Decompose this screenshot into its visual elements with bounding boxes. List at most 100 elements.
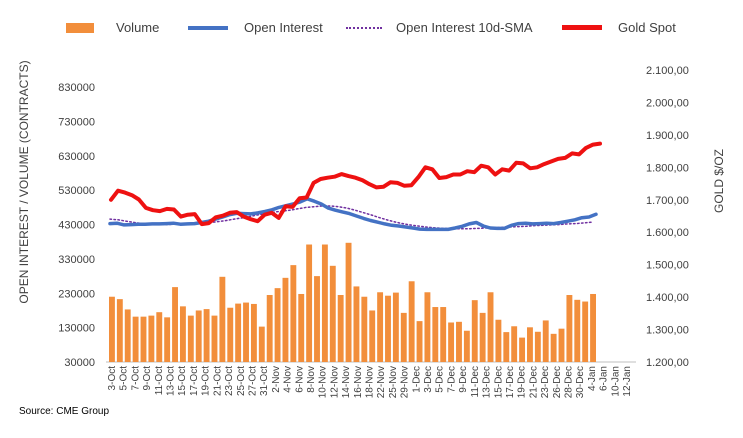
volume-bar xyxy=(337,295,344,362)
volume-bar xyxy=(558,328,565,362)
volume-bar xyxy=(369,310,376,362)
x-tick-label: 31-Oct xyxy=(259,366,270,396)
volume-bar xyxy=(148,315,155,362)
x-tick-label: 12-Jan xyxy=(622,366,633,397)
x-tick-label: 25-Nov xyxy=(388,366,399,398)
volume-bar xyxy=(463,330,470,362)
volume-bar xyxy=(156,312,163,362)
volume-bar xyxy=(590,293,596,362)
x-tick-label: 21-Dec xyxy=(528,366,539,398)
x-tick-label: 6-Jan xyxy=(599,366,610,391)
volume-bar xyxy=(487,292,494,362)
volume-bar xyxy=(266,295,273,362)
volume-bar xyxy=(140,316,147,362)
volume-bar xyxy=(511,326,518,362)
x-tick-label: 1-Dec xyxy=(411,366,422,393)
right-tick-label: 1.900,00 xyxy=(646,130,689,142)
x-tick-label: 16-Nov xyxy=(353,366,364,398)
volume-bar xyxy=(274,288,281,362)
x-tick-label: 13-Oct xyxy=(166,366,177,396)
volume-bar xyxy=(471,300,478,362)
volume-bar xyxy=(314,276,320,362)
right-tick-label: 1.500,00 xyxy=(646,260,689,272)
volume-bar xyxy=(109,296,115,362)
x-tick-label: 3-Dec xyxy=(423,366,434,393)
x-tick-label: 17-Dec xyxy=(505,366,516,398)
x-tick-label: 10-Nov xyxy=(318,366,329,398)
volume-bar xyxy=(195,310,202,362)
legend-swatch-open-interest-sma xyxy=(346,26,382,29)
x-tick-label: 7-Oct xyxy=(130,366,141,391)
legend-swatch-open-interest xyxy=(188,25,228,30)
legend-label-open-interest-sma: Open Interest 10d-SMA xyxy=(396,20,533,35)
x-tick-label: 6-Nov xyxy=(294,366,305,393)
x-tick-label: 19-Dec xyxy=(517,366,528,398)
volume-bar xyxy=(392,292,399,362)
x-tick-label: 27-Oct xyxy=(247,366,258,396)
volume-bar xyxy=(172,287,178,362)
volume-bar xyxy=(250,303,257,362)
left-tick-label: 530000 xyxy=(58,185,95,197)
legend-item-open-interest: Open Interest xyxy=(188,20,323,35)
x-tick-label: 22-Nov xyxy=(376,366,387,398)
volume-bar xyxy=(582,301,589,362)
x-tick-label: 10-Jan xyxy=(610,366,621,397)
volume-bar xyxy=(219,276,226,362)
x-tick-label: 18-Nov xyxy=(365,366,376,398)
left-tick-label: 230000 xyxy=(58,288,95,300)
right-tick-label: 1.600,00 xyxy=(646,227,689,239)
volume-bar xyxy=(479,312,486,362)
right-tick-label: 1.700,00 xyxy=(646,195,689,207)
volume-bar xyxy=(321,244,328,362)
x-tick-label: 12-Nov xyxy=(329,366,340,398)
volume-bar xyxy=(495,319,502,362)
x-tick-label: 28-Dec xyxy=(563,366,574,398)
volume-bar xyxy=(282,277,289,362)
volume-bar xyxy=(361,296,368,362)
volume-bar xyxy=(187,315,194,362)
legend-item-volume: Volume xyxy=(66,20,159,35)
left-tick-label: 430000 xyxy=(58,220,95,232)
x-tick-label: 15-Oct xyxy=(177,366,188,396)
x-tick-label: 29-Nov xyxy=(400,366,411,398)
x-tick-label: 11-Dec xyxy=(470,366,481,398)
volume-bar xyxy=(424,292,431,362)
legend-item-gold-spot: Gold Spot xyxy=(562,20,676,35)
left-tick-label: 630000 xyxy=(58,151,95,163)
x-tick-label: 23-Dec xyxy=(540,366,551,398)
right-tick-label: 2.100,00 xyxy=(646,65,689,77)
x-tick-label: 13-Dec xyxy=(482,366,493,398)
right-tick-label: 1.300,00 xyxy=(646,325,689,337)
legend-swatch-volume xyxy=(66,22,94,33)
right-tick-label: 1.200,00 xyxy=(646,357,689,369)
volume-bar xyxy=(377,292,384,362)
x-tick-label: 4-Jan xyxy=(587,366,598,391)
legend: Volume Open Interest Open Interest 10d-S… xyxy=(0,20,743,40)
volume-bar xyxy=(400,312,407,362)
volume-bar xyxy=(566,295,573,362)
volume-bar xyxy=(534,331,541,362)
right-tick-label: 1.400,00 xyxy=(646,292,689,304)
right-tick-label: 1.800,00 xyxy=(646,162,689,174)
series-line-gold-spot xyxy=(109,141,602,227)
x-tick-label: 15-Dec xyxy=(493,366,504,398)
volume-bar xyxy=(124,309,131,362)
x-tick-label: 9-Oct xyxy=(142,366,153,391)
volume-bar xyxy=(432,307,439,362)
volume-bar xyxy=(179,306,186,362)
volume-bar xyxy=(385,295,391,362)
volume-bar xyxy=(116,299,123,362)
volume-bar xyxy=(258,326,265,362)
x-tick-label: 23-Oct xyxy=(224,366,235,396)
volume-bar xyxy=(329,265,336,362)
volume-bar xyxy=(298,293,305,362)
volume-bar xyxy=(243,302,249,362)
x-tick-label: 9-Dec xyxy=(458,366,469,393)
y-axis-title-right: GOLD $/OZ xyxy=(712,149,726,213)
volume-bar xyxy=(290,265,297,362)
x-tick-label: 17-Oct xyxy=(189,366,200,396)
left-tick-label: 730000 xyxy=(58,117,95,129)
y-axis-title-left: OPEN INTEREST / VOLUME (CONTRACTS) xyxy=(17,60,31,303)
volume-bar xyxy=(227,307,234,362)
x-tick-label: 2-Nov xyxy=(271,366,282,393)
